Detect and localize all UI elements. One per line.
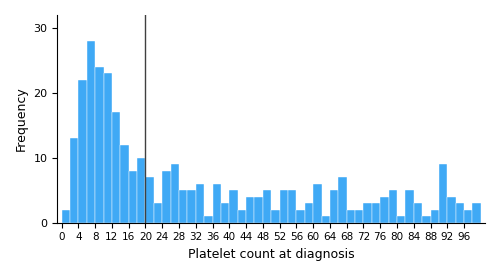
Bar bbox=[137, 158, 145, 223]
Bar bbox=[263, 190, 271, 223]
Bar bbox=[388, 190, 397, 223]
Bar bbox=[112, 112, 120, 223]
Bar bbox=[313, 184, 322, 223]
Bar bbox=[78, 80, 86, 223]
Bar bbox=[304, 203, 313, 223]
Bar bbox=[330, 190, 338, 223]
Bar bbox=[221, 203, 230, 223]
Bar bbox=[406, 190, 413, 223]
Bar bbox=[338, 177, 346, 223]
Bar bbox=[296, 210, 304, 223]
Bar bbox=[146, 177, 154, 223]
Bar bbox=[86, 41, 95, 223]
Bar bbox=[95, 67, 104, 223]
Bar bbox=[364, 203, 372, 223]
Bar bbox=[439, 164, 448, 223]
Bar bbox=[246, 197, 254, 223]
Bar bbox=[62, 210, 70, 223]
Bar bbox=[70, 138, 78, 223]
Bar bbox=[170, 164, 179, 223]
Bar bbox=[128, 171, 137, 223]
Bar bbox=[430, 210, 439, 223]
Bar bbox=[254, 197, 263, 223]
Bar bbox=[372, 203, 380, 223]
Bar bbox=[280, 190, 288, 223]
Bar bbox=[120, 145, 128, 223]
Bar bbox=[380, 197, 388, 223]
Bar bbox=[288, 190, 296, 223]
Bar bbox=[179, 190, 188, 223]
Bar bbox=[204, 216, 212, 223]
Bar bbox=[154, 203, 162, 223]
Bar bbox=[422, 216, 430, 223]
Bar bbox=[397, 216, 406, 223]
Bar bbox=[196, 184, 204, 223]
Bar bbox=[212, 184, 221, 223]
X-axis label: Platelet count at diagnosis: Platelet count at diagnosis bbox=[188, 248, 354, 261]
Bar bbox=[188, 190, 196, 223]
Bar bbox=[230, 190, 237, 223]
Bar bbox=[472, 203, 481, 223]
Bar bbox=[464, 210, 472, 223]
Y-axis label: Frequency: Frequency bbox=[15, 86, 28, 151]
Bar bbox=[414, 203, 422, 223]
Bar bbox=[322, 216, 330, 223]
Bar bbox=[448, 197, 456, 223]
Bar bbox=[238, 210, 246, 223]
Bar bbox=[355, 210, 364, 223]
Bar bbox=[162, 171, 170, 223]
Bar bbox=[271, 210, 280, 223]
Bar bbox=[346, 210, 355, 223]
Bar bbox=[104, 73, 112, 223]
Bar bbox=[456, 203, 464, 223]
